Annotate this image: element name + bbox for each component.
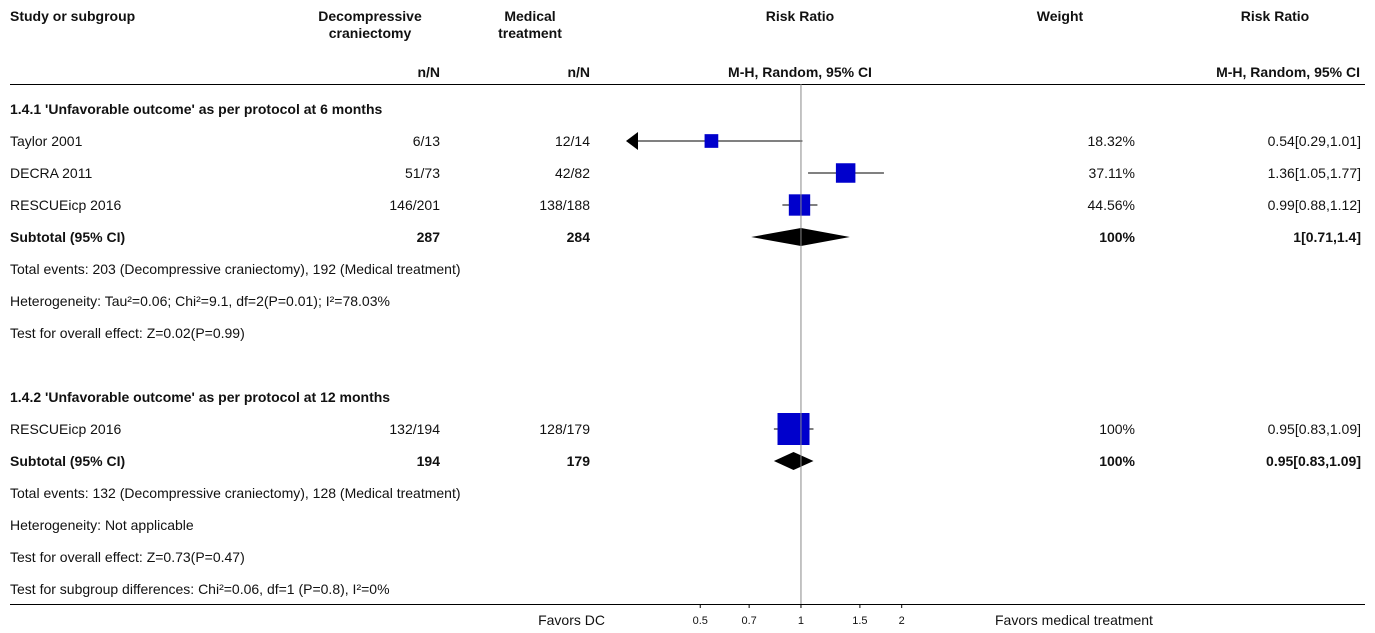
subgroup-differences-note: Test for subgroup differences: Chi²=0.06… (10, 580, 390, 597)
x-tick-label: 2 (899, 615, 905, 627)
study-risk-ratio: 0.95[0.83,1.09] (1267, 420, 1361, 437)
favors-left-label: Favors DC (538, 612, 605, 628)
study-medical-events: 42/82 (554, 164, 590, 181)
subtotal-medical: 284 (566, 228, 590, 245)
x-tick-label: 1.5 (852, 615, 867, 627)
header-risk-ratio-text: Risk Ratio (1240, 8, 1310, 24)
subtotal-dc: 287 (416, 228, 440, 245)
study-dc-events: 51/73 (404, 164, 440, 181)
subgroup-note: Total events: 132 (Decompressive craniec… (10, 484, 461, 501)
subtotal-risk-ratio: 1[0.71,1.4] (1293, 228, 1361, 245)
study-medical-events: 128/179 (539, 420, 590, 437)
study-name: RESCUEicp 2016 (10, 196, 122, 213)
subgroup-note: Heterogeneity: Not applicable (10, 516, 194, 533)
study-dc-events: 6/13 (412, 132, 440, 149)
x-tick-label: 0.5 (693, 615, 708, 627)
subtotal-dc: 194 (416, 452, 440, 469)
subtotal-risk-ratio: 0.95[0.83,1.09] (1266, 452, 1361, 469)
header-risk-ratio-plot: Risk Ratio (765, 8, 835, 24)
subgroup-title: 1.4.2 'Unfavorable outcome' as per proto… (10, 388, 391, 405)
study-risk-ratio: 1.36[1.05,1.77] (1267, 164, 1361, 181)
header-risk-ratio-plot-sub: M-H, Random, 95% CI (728, 64, 872, 80)
ci-arrow-left (626, 132, 638, 150)
study-weight: 18.32% (1087, 132, 1135, 149)
x-tick-label: 0.7 (741, 615, 756, 627)
subgroup-note: Heterogeneity: Tau²=0.06; Chi²=9.1, df=2… (10, 292, 390, 309)
header-weight: Weight (1036, 8, 1084, 24)
study-medical-events: 12/14 (554, 132, 590, 149)
header-medical-sub: n/N (567, 64, 590, 80)
subtotal-weight: 100% (1099, 452, 1135, 469)
study-dc-events: 146/201 (389, 196, 440, 213)
study-risk-ratio: 0.54[0.29,1.01] (1267, 132, 1361, 149)
x-tick-label: 1 (798, 615, 804, 627)
subgroup-note: Test for overall effect: Z=0.73(P=0.47) (10, 548, 245, 565)
header-divider (10, 84, 1365, 85)
subtotal-medical: 179 (566, 452, 590, 469)
study-name: Taylor 2001 (10, 132, 83, 149)
subtotal-weight: 100% (1099, 228, 1135, 245)
study-name: RESCUEicp 2016 (10, 420, 122, 437)
study-medical-events: 138/188 (539, 196, 590, 213)
subtotal-label: Subtotal (95% CI) (10, 228, 126, 245)
subgroup-note: Test for overall effect: Z=0.02(P=0.99) (10, 324, 245, 341)
study-risk-ratio: 0.99[0.88,1.12] (1267, 196, 1361, 213)
point-estimate-box (777, 413, 810, 445)
subtotal-diamond (773, 452, 814, 470)
subgroup-note: Total events: 203 (Decompressive craniec… (10, 260, 461, 277)
study-dc-events: 132/194 (389, 420, 440, 437)
header-medical: Medical treatment (498, 8, 562, 41)
header-dc: Decompressive craniectomy (318, 8, 422, 41)
footer-divider (10, 604, 1365, 605)
point-estimate-box (704, 134, 719, 148)
header-risk-ratio-text-sub: M-H, Random, 95% CI (1216, 64, 1360, 80)
point-estimate-box (835, 163, 856, 183)
header-dc-sub: n/N (417, 64, 440, 80)
study-weight: 44.56% (1087, 196, 1135, 213)
study-weight: 100% (1099, 420, 1135, 437)
favors-right-label: Favors medical treatment (995, 612, 1153, 628)
subtotal-label: Subtotal (95% CI) (10, 452, 126, 469)
study-name: DECRA 2011 (10, 164, 93, 181)
header-study: Study or subgroup (10, 8, 136, 24)
study-weight: 37.11% (1088, 164, 1135, 181)
subgroup-title: 1.4.1 'Unfavorable outcome' as per proto… (10, 100, 383, 117)
point-estimate-box (788, 194, 811, 216)
